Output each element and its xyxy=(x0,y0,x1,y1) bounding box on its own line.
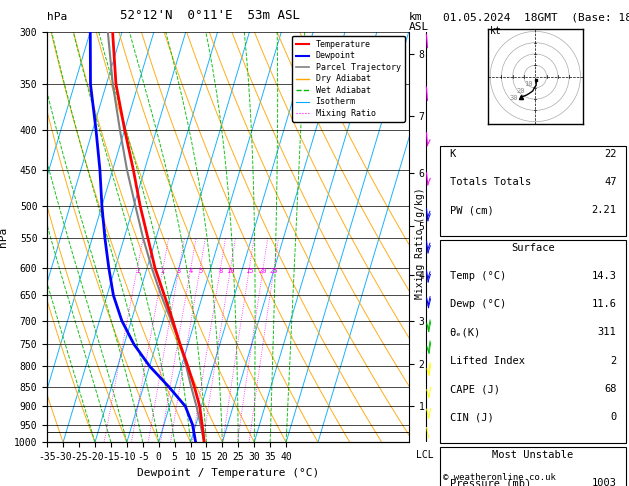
Text: 5: 5 xyxy=(198,268,203,274)
Text: Pressure (mb): Pressure (mb) xyxy=(450,478,531,486)
Bar xyxy=(440,447,626,486)
Text: 1: 1 xyxy=(135,268,140,274)
Text: 52°12'N  0°11'E  53m ASL: 52°12'N 0°11'E 53m ASL xyxy=(120,9,299,22)
Text: Totals Totals: Totals Totals xyxy=(450,177,531,187)
Text: 15: 15 xyxy=(245,268,253,274)
Text: PW (cm): PW (cm) xyxy=(450,205,493,215)
Text: 20: 20 xyxy=(259,268,267,274)
Text: © weatheronline.co.uk: © weatheronline.co.uk xyxy=(443,473,556,482)
Text: 25: 25 xyxy=(270,268,278,274)
Text: 2.21: 2.21 xyxy=(592,205,616,215)
Text: K: K xyxy=(450,149,456,158)
Text: Lifted Index: Lifted Index xyxy=(450,356,525,366)
Text: kt: kt xyxy=(490,26,502,35)
Text: 8: 8 xyxy=(218,268,223,274)
Text: hPa: hPa xyxy=(47,12,67,22)
Text: 1003: 1003 xyxy=(592,478,616,486)
Text: 311: 311 xyxy=(598,328,616,337)
Text: 10: 10 xyxy=(524,81,532,87)
Text: 68: 68 xyxy=(604,384,616,394)
Bar xyxy=(440,146,626,236)
Text: Most Unstable: Most Unstable xyxy=(493,450,574,460)
Text: CAPE (J): CAPE (J) xyxy=(450,384,499,394)
Text: 11.6: 11.6 xyxy=(592,299,616,309)
Text: 2: 2 xyxy=(610,356,616,366)
Y-axis label: hPa: hPa xyxy=(0,227,8,247)
X-axis label: Dewpoint / Temperature (°C): Dewpoint / Temperature (°C) xyxy=(137,468,319,478)
Text: 10: 10 xyxy=(226,268,235,274)
Text: 20: 20 xyxy=(516,88,525,94)
Text: CIN (J): CIN (J) xyxy=(450,413,493,422)
Bar xyxy=(440,240,626,443)
Text: 22: 22 xyxy=(604,149,616,158)
Text: 30: 30 xyxy=(509,95,518,101)
Text: LCL: LCL xyxy=(416,450,434,460)
Text: θₑ(K): θₑ(K) xyxy=(450,328,481,337)
Text: 47: 47 xyxy=(604,177,616,187)
Text: 2: 2 xyxy=(161,268,165,274)
Text: 0: 0 xyxy=(610,413,616,422)
Text: Surface: Surface xyxy=(511,243,555,253)
Text: 01.05.2024  18GMT  (Base: 18): 01.05.2024 18GMT (Base: 18) xyxy=(443,12,629,22)
Text: 14.3: 14.3 xyxy=(592,271,616,281)
Text: ASL: ASL xyxy=(409,21,429,32)
Text: 4: 4 xyxy=(189,268,193,274)
Text: Dewp (°C): Dewp (°C) xyxy=(450,299,506,309)
Text: Mixing Ratio (g/kg): Mixing Ratio (g/kg) xyxy=(415,187,425,299)
Text: Temp (°C): Temp (°C) xyxy=(450,271,506,281)
Text: 3: 3 xyxy=(177,268,181,274)
Legend: Temperature, Dewpoint, Parcel Trajectory, Dry Adiabat, Wet Adiabat, Isotherm, Mi: Temperature, Dewpoint, Parcel Trajectory… xyxy=(292,36,404,122)
Text: km: km xyxy=(409,12,422,22)
